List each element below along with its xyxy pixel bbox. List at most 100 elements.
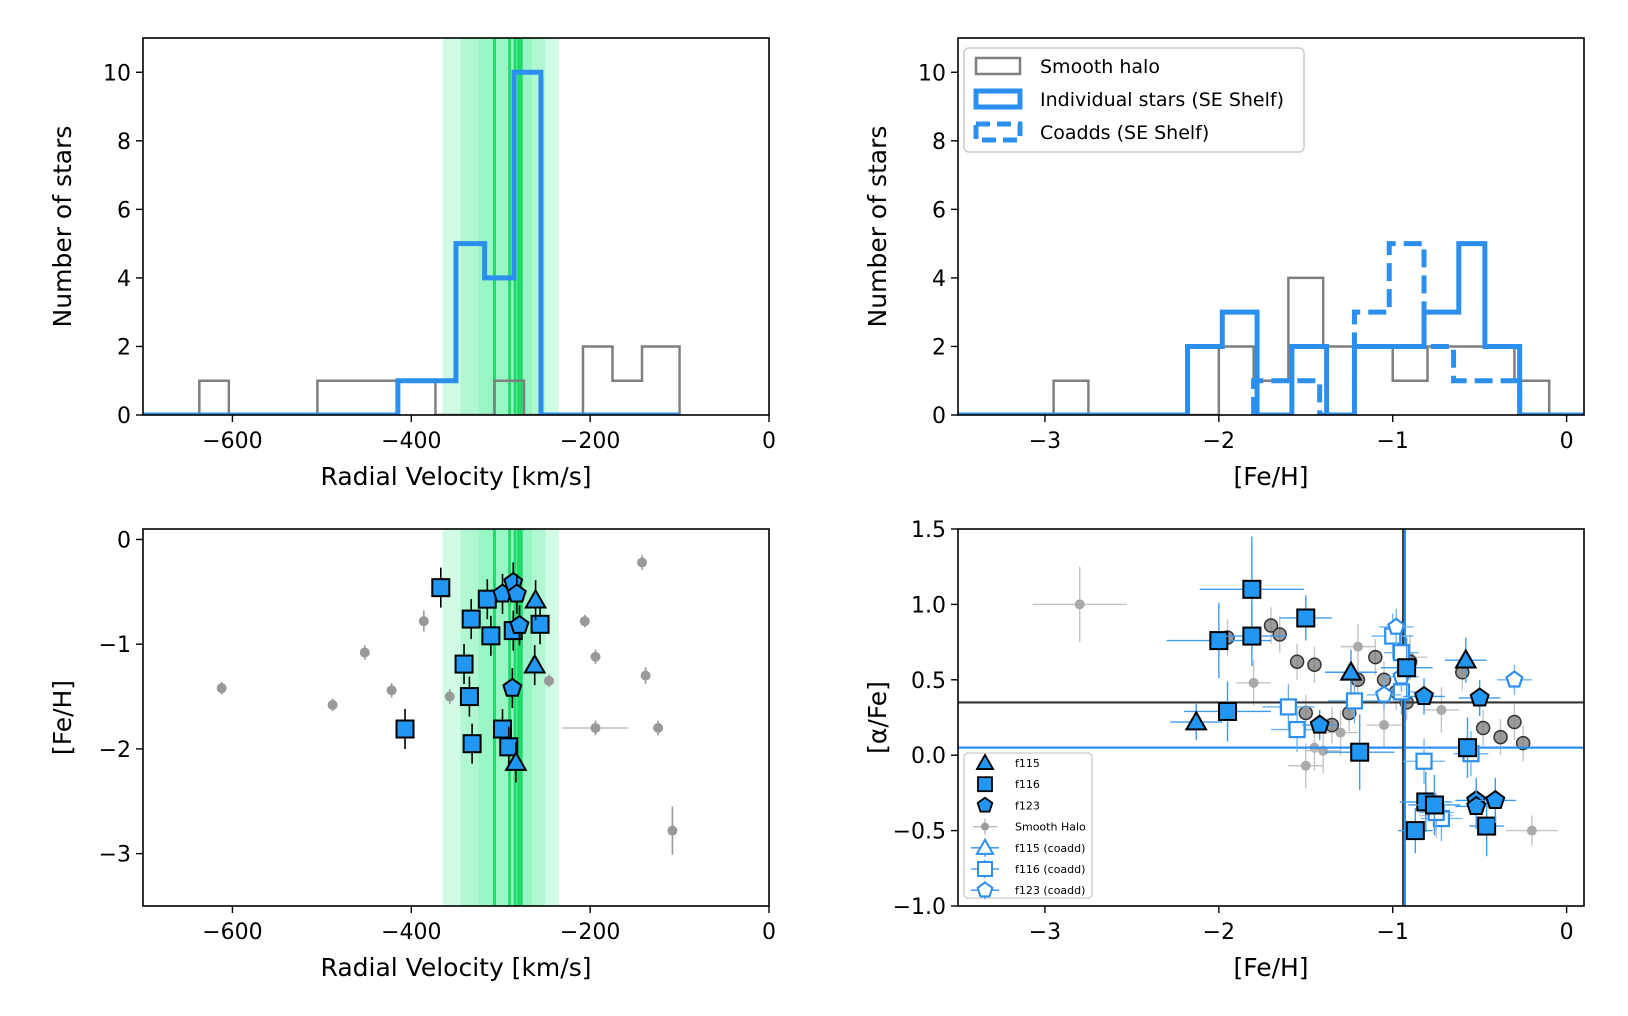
smooth-halo-point xyxy=(1436,704,1447,715)
smooth-halo-histogram xyxy=(143,345,681,415)
f123-point xyxy=(509,614,530,634)
smooth-halo-circle xyxy=(1289,654,1305,669)
f115-point xyxy=(1184,710,1208,731)
legend-label: f123 (coadd) xyxy=(1015,884,1085,897)
f116-point xyxy=(395,719,415,739)
f116-point xyxy=(1218,701,1238,721)
legend-marker-coadd xyxy=(977,861,993,877)
individual-stars-histogram xyxy=(143,69,680,415)
f116-point xyxy=(1242,579,1262,599)
x-tick-label: −200 xyxy=(560,920,620,945)
smooth-halo-point xyxy=(579,616,590,627)
f116-point xyxy=(1405,821,1425,841)
y-axis-label: [α/Fe] xyxy=(863,681,892,754)
f123-coadd-point xyxy=(1387,617,1406,635)
y-tick-label: 8 xyxy=(117,130,131,155)
legend-label: Smooth Halo xyxy=(1015,821,1086,834)
y-tick-label: 10 xyxy=(918,61,946,86)
x-tick-label: −600 xyxy=(202,429,262,454)
smooth-halo-point xyxy=(1248,677,1259,688)
f123-point xyxy=(1309,714,1330,734)
axes-frame xyxy=(142,37,770,416)
smooth-halo-circle xyxy=(1368,649,1383,665)
alpha-metallicity-scatter-panel: −3 −2 −1 0 1.5 1.0 0.5 0.0 −0.5 −1.0 [Fe/H] [α/Fe] f… xyxy=(863,518,1585,982)
f116-point xyxy=(1350,742,1370,762)
x-tick-label: −400 xyxy=(381,920,441,945)
smooth-halo-point xyxy=(418,616,429,627)
x-tick-label: −3 xyxy=(1029,429,1061,454)
f115-point xyxy=(524,588,548,609)
y-tick-label: 0.5 xyxy=(911,669,946,694)
x-tick-label: −2 xyxy=(1203,920,1235,945)
velocity-band xyxy=(478,38,533,415)
legend-swatch-blue xyxy=(973,88,1023,110)
x-axis-label: [Fe/H] xyxy=(1233,462,1308,491)
smooth-halo-point xyxy=(386,685,397,696)
legend-frame xyxy=(963,752,1093,899)
legend-marker-f116 xyxy=(977,776,993,793)
axes-frame xyxy=(142,528,770,907)
smooth-halo-point xyxy=(544,675,555,686)
y-tick-label: 1.5 xyxy=(911,518,946,543)
smooth-halo-point xyxy=(637,557,648,568)
scatter-points xyxy=(958,529,1584,906)
velocity-band xyxy=(460,38,546,415)
y-tick-label: −1 xyxy=(99,633,131,658)
smooth-halo-circle xyxy=(1475,720,1491,736)
y-tick-label: 0 xyxy=(932,404,946,429)
y-tick-label: 2 xyxy=(932,335,946,360)
metallicity-histogram-panel: −3 −2 −1 0 0 2 4 6 8 10 [Fe/H] Number of stars Smoot… xyxy=(863,37,1585,491)
legend-marker-smooth-halo xyxy=(981,822,989,831)
smooth-halo-point xyxy=(1335,727,1346,738)
f123-coadd-point xyxy=(1505,670,1524,688)
f116-point xyxy=(530,614,550,634)
smooth-halo-circle xyxy=(1493,729,1508,745)
legend-label: f115 (coadd) xyxy=(1015,842,1085,855)
legend-label: f116 xyxy=(1015,778,1040,791)
legend-label: f123 xyxy=(1015,799,1040,812)
f115-point xyxy=(504,750,528,771)
x-tick-label: −1 xyxy=(1377,920,1409,945)
smooth-halo-point xyxy=(653,722,664,733)
y-axis-label: Number of stars xyxy=(863,126,892,328)
legend: f115 f116 f123 Smooth Halo f115 (coadd) f116 … xyxy=(963,752,1093,900)
f116-point xyxy=(481,626,501,646)
f123-point xyxy=(1469,687,1490,707)
f116-point xyxy=(1209,631,1229,651)
histogram-series xyxy=(958,241,1584,415)
y-tick-label: 10 xyxy=(103,61,131,86)
smooth-halo-point xyxy=(444,691,455,702)
f116-coadd-point xyxy=(1288,720,1306,739)
f116-coadd-point xyxy=(1279,698,1297,716)
smooth-halo-circle xyxy=(1272,627,1287,642)
smooth-halo-point xyxy=(327,699,338,710)
smooth-halo-point xyxy=(667,825,678,836)
x-axis-label: [Fe/H] xyxy=(1233,953,1308,982)
smooth-halo-point xyxy=(1526,825,1537,836)
y-tick-label: −3 xyxy=(99,843,131,868)
f115-point xyxy=(1339,660,1363,681)
y-tick-label: 6 xyxy=(932,198,946,223)
legend-swatch-dashed xyxy=(973,121,1023,143)
f116-point xyxy=(461,609,481,629)
y-tick-label: −1.0 xyxy=(893,895,946,920)
legend-label: Smooth halo xyxy=(1040,56,1160,78)
smooth-halo-circle xyxy=(1515,735,1531,751)
y-tick-label: 1.0 xyxy=(911,593,946,618)
x-tick-label: 0 xyxy=(762,429,776,454)
f116-coadd-point xyxy=(1345,692,1364,710)
f123-point xyxy=(1466,795,1487,815)
f116-point xyxy=(499,737,519,757)
smooth-halo-point xyxy=(640,670,651,681)
f116-point xyxy=(1424,795,1444,815)
scatter-points xyxy=(216,555,678,855)
smooth-halo-point xyxy=(1352,641,1363,652)
smooth-halo-point xyxy=(1074,599,1085,610)
f116-coadd-point xyxy=(1415,752,1433,770)
x-axis-label: Radial Velocity [km/s] xyxy=(321,462,592,491)
axes-frame xyxy=(957,37,1585,416)
f123-point xyxy=(1413,685,1435,705)
y-axis-label: [Fe/H] xyxy=(48,680,77,755)
smooth-halo-circle xyxy=(1298,705,1314,721)
